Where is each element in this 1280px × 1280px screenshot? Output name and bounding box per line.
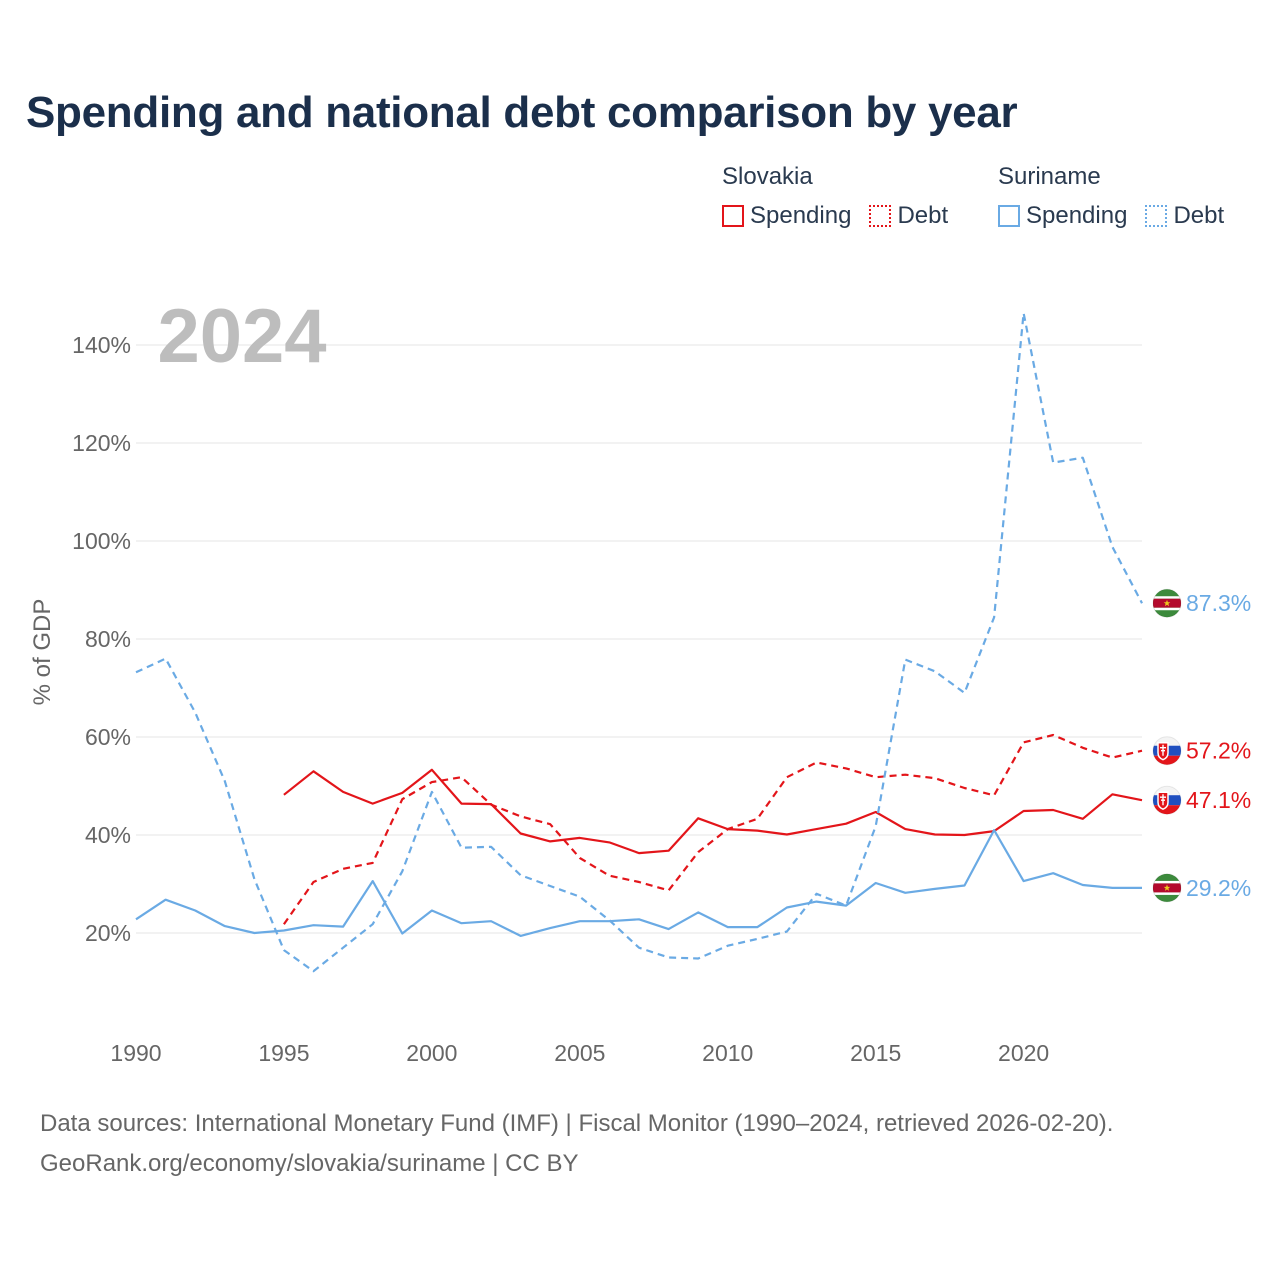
end-label-slovakia-debt: 57.2% — [1186, 738, 1251, 764]
legend-swatch-slovakia-spending — [722, 205, 744, 227]
legend-country-suriname: Suriname — [998, 163, 1101, 190]
legend-swatch-suriname-debt — [1145, 205, 1168, 227]
y-tick-label-20: 20% — [85, 920, 131, 946]
y-tick-label-120: 120% — [72, 430, 131, 456]
series-line-slovakia-spending — [283, 768, 1143, 855]
x-tick-label-2020: 2020 — [998, 1040, 1049, 1066]
end-label-suriname-spending: 29.2% — [1186, 875, 1251, 901]
x-tick-label-2015: 2015 — [850, 1040, 901, 1066]
y-tick-label-140: 140% — [72, 332, 131, 358]
chart-title: Spending and national debt comparison by… — [26, 88, 1018, 137]
footer: Data sources: International Monetary Fun… — [40, 1104, 1113, 1184]
y-axis-ticks: 20% 40% 60% 80% 100% 120% 140% — [72, 332, 131, 946]
legend-slovakia-debt[interactable]: Debt — [869, 202, 948, 230]
legend-swatch-slovakia-debt — [869, 205, 892, 227]
legend-slovakia-spending[interactable]: Spending — [722, 202, 851, 230]
flag-suriname-debt — [1152, 588, 1182, 618]
legend-label-suriname-debt: Debt — [1173, 202, 1225, 229]
series-lines — [135, 312, 1143, 973]
grid-lines — [136, 344, 1142, 934]
y-axis-label: % of GDP — [29, 599, 56, 706]
end-label-suriname-debt: 87.3% — [1186, 590, 1251, 616]
end-label-slovakia-spending: 47.1% — [1186, 787, 1251, 813]
legend-suriname: Suriname Spending Debt — [998, 162, 1224, 236]
flag-slovakia-spending — [1152, 785, 1182, 815]
series-end-markers: 57.2% 47.1% 87.3% 29.2% — [1152, 588, 1251, 903]
legend-label-suriname-spending: Spending — [1026, 202, 1128, 229]
footer-sources: Data sources: International Monetary Fun… — [40, 1110, 1114, 1137]
series-line-suriname-debt — [135, 312, 1143, 973]
series-line-suriname-spending — [135, 829, 1142, 937]
footer-link[interactable]: GeoRank.org/economy/slovakia/suriname | … — [40, 1150, 579, 1177]
x-tick-label-2000: 2000 — [406, 1040, 457, 1066]
x-tick-label-2005: 2005 — [554, 1040, 605, 1066]
legend-label-slovakia-spending: Spending — [750, 202, 852, 229]
legend-country-slovakia: Slovakia — [722, 163, 813, 190]
flag-slovakia-debt — [1152, 736, 1182, 766]
legend-suriname-debt[interactable]: Debt — [1145, 202, 1224, 230]
x-tick-label-2010: 2010 — [702, 1040, 753, 1066]
year-watermark: 2024 — [157, 294, 326, 379]
y-tick-label-80: 80% — [85, 626, 131, 652]
series-line-slovakia-debt — [282, 733, 1143, 925]
line-chart: 2024 20% 40% 60% 80% 100% 120% 140% 1990 1995 20… — [29, 294, 1251, 1066]
flag-suriname-spending — [1152, 873, 1182, 903]
legend-suriname-spending[interactable]: Spending — [998, 202, 1127, 230]
y-tick-label-100: 100% — [72, 528, 131, 554]
y-tick-label-40: 40% — [85, 822, 131, 848]
legend-slovakia: Slovakia Spending Debt — [722, 162, 966, 236]
legend-label-slovakia-debt: Debt — [897, 202, 949, 229]
legend-swatch-suriname-spending — [998, 205, 1020, 227]
x-tick-label-1990: 1990 — [110, 1040, 161, 1066]
x-axis-ticks: 1990 1995 2000 2005 2010 2015 2020 — [110, 1040, 1049, 1066]
x-tick-label-1995: 1995 — [258, 1040, 309, 1066]
y-tick-label-60: 60% — [85, 724, 131, 750]
